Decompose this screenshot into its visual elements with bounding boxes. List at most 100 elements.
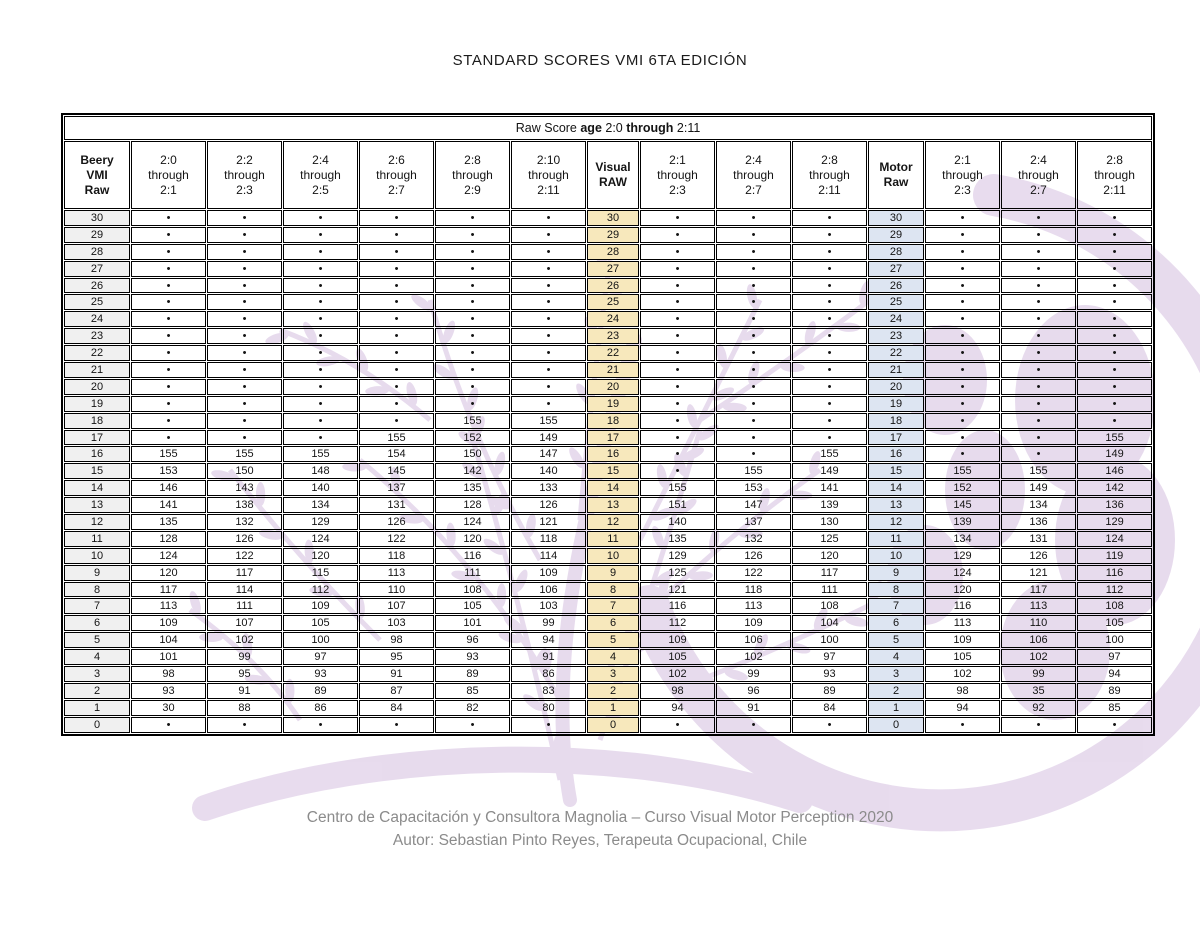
motor-score-cell: • (1077, 226, 1153, 243)
beery-raw-label-cell: 7 (64, 598, 130, 615)
vmi-score-cell: 98 (131, 666, 206, 682)
beery-raw-label-cell: 23 (64, 328, 130, 345)
vmi-score-cell: 97 (283, 649, 358, 666)
vmi-score-cell: 107 (207, 615, 282, 632)
beery-raw-label-cell: 26 (64, 277, 130, 294)
visual-score-cell: 102 (716, 649, 791, 666)
vmi-score-cell: 120 (435, 530, 510, 547)
vmi-score-cell: 124 (131, 547, 206, 564)
motor-raw-label-cell: 9 (868, 564, 924, 581)
beery-raw-label-cell: 3 (64, 666, 130, 682)
vmi-score-cell: 109 (131, 615, 206, 632)
motor-score-cell: 120 (925, 581, 1000, 598)
beery-raw-label-cell: 25 (64, 294, 130, 311)
visual-raw-label-cell: 30 (587, 210, 639, 226)
vmi-score-cell: 131 (359, 497, 434, 514)
vmi-score-cell: 96 (435, 632, 510, 649)
column-header-age-range: 2:2 through 2:3 (207, 141, 282, 209)
vmi-score-cell: • (207, 345, 282, 362)
vmi-score-cell: • (207, 311, 282, 328)
beery-raw-label-cell: 5 (64, 632, 130, 649)
vmi-score-cell: 150 (207, 463, 282, 480)
visual-score-cell: 99 (716, 666, 791, 682)
visual-score-cell: • (640, 716, 715, 733)
vmi-score-cell: 154 (359, 446, 434, 463)
visual-score-cell: 102 (640, 666, 715, 682)
visual-score-cell: 120 (792, 547, 867, 564)
vmi-score-cell: 124 (435, 514, 510, 530)
table-row: 17 • • • 155 152 149 17 • • • 17 • • 155 (64, 429, 1153, 446)
visual-score-cell: • (792, 412, 867, 429)
vmi-score-cell: • (435, 260, 510, 277)
visual-raw-label-cell: 26 (587, 277, 639, 294)
vmi-score-cell: • (207, 716, 282, 733)
beery-raw-label-cell: 19 (64, 395, 130, 412)
vmi-score-cell: • (131, 345, 206, 362)
table-row: 14 146 143 140 137 135 133 14 155 153 141 14 152 149 1… (64, 480, 1153, 497)
beery-raw-label-cell: 29 (64, 226, 130, 243)
table-row: 20 • • • • • • 20 • • • 20 • • • (64, 378, 1153, 395)
motor-score-cell: 134 (925, 530, 1000, 547)
visual-score-cell: 89 (792, 682, 867, 699)
motor-score-cell: 124 (925, 564, 1000, 581)
motor-score-cell: • (925, 311, 1000, 328)
motor-raw-label-cell: 21 (868, 362, 924, 378)
vmi-score-cell: 101 (435, 615, 510, 632)
vmi-score-cell: 110 (359, 581, 434, 598)
visual-score-cell: 153 (716, 480, 791, 497)
motor-score-cell: • (1001, 260, 1076, 277)
vmi-score-cell: 142 (435, 463, 510, 480)
visual-score-cell: • (640, 260, 715, 277)
vmi-score-cell: • (511, 328, 586, 345)
motor-score-cell: • (1077, 277, 1153, 294)
visual-score-cell: • (640, 311, 715, 328)
motor-score-cell: 98 (925, 682, 1000, 699)
vmi-score-cell: 148 (283, 463, 358, 480)
visual-raw-label-cell: 6 (587, 615, 639, 632)
motor-score-cell: 139 (925, 514, 1000, 530)
vmi-score-cell: 146 (131, 480, 206, 497)
vmi-score-cell: 93 (435, 649, 510, 666)
visual-score-cell: 121 (640, 581, 715, 598)
motor-score-cell: • (925, 345, 1000, 362)
vmi-score-cell: • (131, 328, 206, 345)
motor-raw-label-cell: 6 (868, 615, 924, 632)
beery-raw-label-cell: 21 (64, 362, 130, 378)
table-row: 1 30 88 86 84 82 80 1 94 91 84 1 94 92 85 (64, 699, 1153, 716)
vmi-score-cell: • (435, 395, 510, 412)
visual-score-cell: • (792, 243, 867, 260)
motor-raw-label-cell: 30 (868, 210, 924, 226)
table-row: 8 117 114 112 110 108 106 8 121 118 111 8 120 117 112 (64, 581, 1153, 598)
visual-score-cell: • (716, 294, 791, 311)
beery-raw-label-cell: 10 (64, 547, 130, 564)
visual-score-cell: 155 (716, 463, 791, 480)
visual-score-cell: 112 (640, 615, 715, 632)
vmi-score-cell: • (435, 716, 510, 733)
vmi-score-cell: 145 (359, 463, 434, 480)
beery-raw-label-cell: 6 (64, 615, 130, 632)
visual-raw-label-cell: 10 (587, 547, 639, 564)
vmi-score-cell: 149 (511, 429, 586, 446)
vmi-score-cell: 91 (207, 682, 282, 699)
motor-raw-label-cell: 15 (868, 463, 924, 480)
motor-score-cell: • (925, 277, 1000, 294)
visual-score-cell: • (716, 210, 791, 226)
visual-score-cell: 118 (716, 581, 791, 598)
visual-raw-label-cell: 16 (587, 446, 639, 463)
visual-score-cell: • (792, 345, 867, 362)
motor-raw-label-cell: 17 (868, 429, 924, 446)
table-row: 19 • • • • • • 19 • • • 19 • • • (64, 395, 1153, 412)
visual-score-cell: • (792, 429, 867, 446)
vmi-score-cell: • (283, 243, 358, 260)
motor-score-cell: • (1077, 260, 1153, 277)
vmi-score-cell: • (511, 716, 586, 733)
column-header-beery: Beery VMI Raw (64, 141, 130, 209)
visual-score-cell: 113 (716, 598, 791, 615)
vmi-score-cell: • (131, 226, 206, 243)
table-row: 15 153 150 148 145 142 140 15 • 155 149 15 155 155 146 (64, 463, 1153, 480)
motor-score-cell: 119 (1077, 547, 1153, 564)
vmi-score-cell: • (435, 328, 510, 345)
vmi-score-cell: • (359, 260, 434, 277)
vmi-score-cell: • (511, 226, 586, 243)
visual-score-cell: • (640, 277, 715, 294)
